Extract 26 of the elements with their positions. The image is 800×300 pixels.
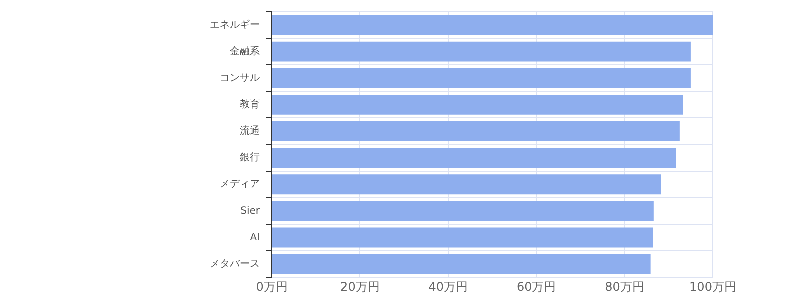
bar: [272, 95, 684, 115]
y-tick-label: メタバース: [210, 258, 260, 270]
y-tick-label: メディア: [220, 179, 260, 190]
bar: [272, 15, 713, 36]
x-tick-label: 40万円: [428, 280, 468, 294]
x-tick-label: 60万円: [516, 280, 556, 294]
bar: [272, 254, 651, 274]
y-tick-label: エネルギー: [210, 18, 260, 31]
bar: [272, 122, 680, 142]
y-tick-label: 教育: [240, 98, 260, 111]
y-tick-label: コンサル: [220, 72, 260, 84]
bar: [272, 68, 691, 88]
y-tick-label: 金融系: [230, 45, 260, 58]
x-tick-label: 80万円: [605, 280, 644, 294]
bar: [272, 174, 662, 195]
x-tick-label: 20万円: [340, 280, 380, 294]
bar: [272, 201, 654, 222]
y-tick-label: 流通: [240, 125, 260, 138]
x-tick-label: 0万円: [256, 280, 288, 294]
y-tick-label: Sier: [240, 206, 261, 217]
x-tick-label: 100万円: [690, 280, 736, 294]
y-tick-label: 銀行: [240, 152, 260, 164]
bar: [272, 42, 691, 62]
y-tick-label: AI: [250, 232, 260, 244]
bar: [272, 148, 676, 168]
bar: [272, 228, 654, 248]
